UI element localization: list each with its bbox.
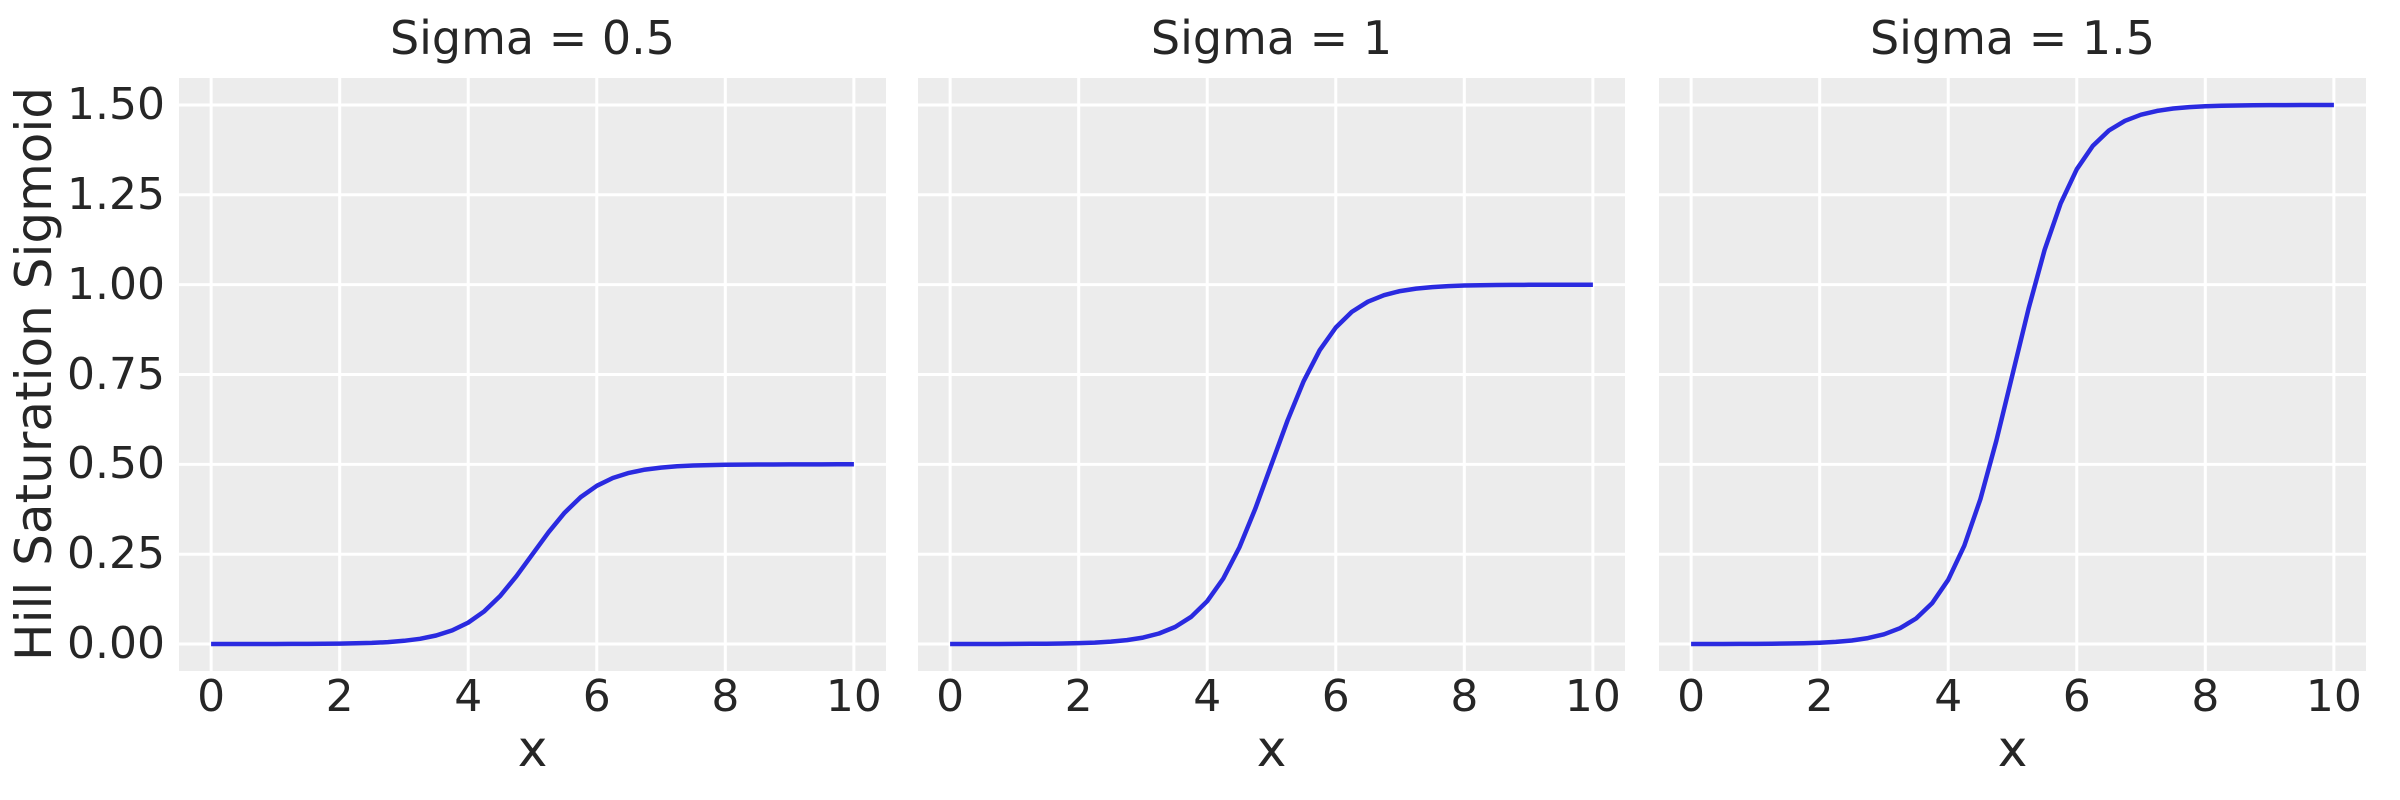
line-chart: [918, 78, 1625, 671]
y-tick-label: 1.25: [67, 168, 165, 220]
plot-area: [179, 78, 886, 671]
sigmoid-curve: [211, 462, 854, 647]
y-tick-label: 0.75: [67, 348, 165, 400]
plot-area: [1659, 78, 2366, 671]
sigmoid-curve: [1691, 102, 2334, 647]
line-chart: [1659, 78, 2366, 671]
subplot-title: Sigma = 1.5: [1869, 11, 2156, 65]
plot-area: [918, 78, 1625, 671]
x-tick-label: 2: [325, 671, 354, 722]
x-tick-label: 10: [825, 671, 882, 722]
x-tick-label: 8: [2191, 671, 2220, 722]
x-axis-label: x: [1997, 720, 2028, 778]
y-tick-label: 1.00: [67, 258, 165, 310]
y-tick-label: 0.50: [67, 438, 165, 490]
x-tick-label: 6: [582, 671, 611, 722]
x-tick-label: 8: [711, 671, 740, 722]
x-tick-labels: 0 2 4 6 8 10: [918, 675, 1625, 719]
x-tick-label: 6: [1321, 671, 1350, 722]
x-tick-labels: 0 2 4 6 8 10: [179, 675, 886, 719]
x-tick-label: 10: [2305, 671, 2362, 722]
x-tick-labels: 0 2 4 6 8 10: [1659, 675, 2366, 719]
y-tick-label: 0.00: [67, 618, 165, 670]
subplot-sigma-0.5: Sigma = 0.5 0 2 4 6 8 10 x: [179, 0, 886, 800]
x-tick-label: 6: [2062, 671, 2091, 722]
x-tick-label: 0: [1677, 671, 1706, 722]
subplot-sigma-1.5: Sigma = 1.5 0 2 4 6 8 10 x: [1659, 0, 2366, 800]
x-tick-label: 0: [936, 671, 965, 722]
x-tick-label: 8: [1450, 671, 1479, 722]
y-tick-labels: 0.00 0.25 0.50 0.75 1.00 1.25 1.50: [0, 78, 165, 671]
y-tick-label: 1.50: [67, 78, 165, 130]
x-tick-label: 10: [1564, 671, 1621, 722]
x-axis-label: x: [1256, 720, 1287, 778]
y-tick-label: 0.25: [67, 528, 165, 580]
x-tick-label: 4: [1934, 671, 1963, 722]
x-axis-label: x: [517, 720, 548, 778]
x-tick-label: 2: [1064, 671, 1093, 722]
x-tick-label: 0: [197, 671, 226, 722]
subplot-title: Sigma = 1: [1150, 11, 1393, 65]
x-tick-label: 4: [454, 671, 483, 722]
sigmoid-curve: [950, 282, 1593, 647]
x-tick-label: 2: [1805, 671, 1834, 722]
subplot-sigma-1: Sigma = 1 0 2 4 6 8 10 x: [918, 0, 1625, 800]
line-chart: [179, 78, 886, 671]
x-tick-label: 4: [1193, 671, 1222, 722]
subplot-title: Sigma = 0.5: [389, 11, 676, 65]
